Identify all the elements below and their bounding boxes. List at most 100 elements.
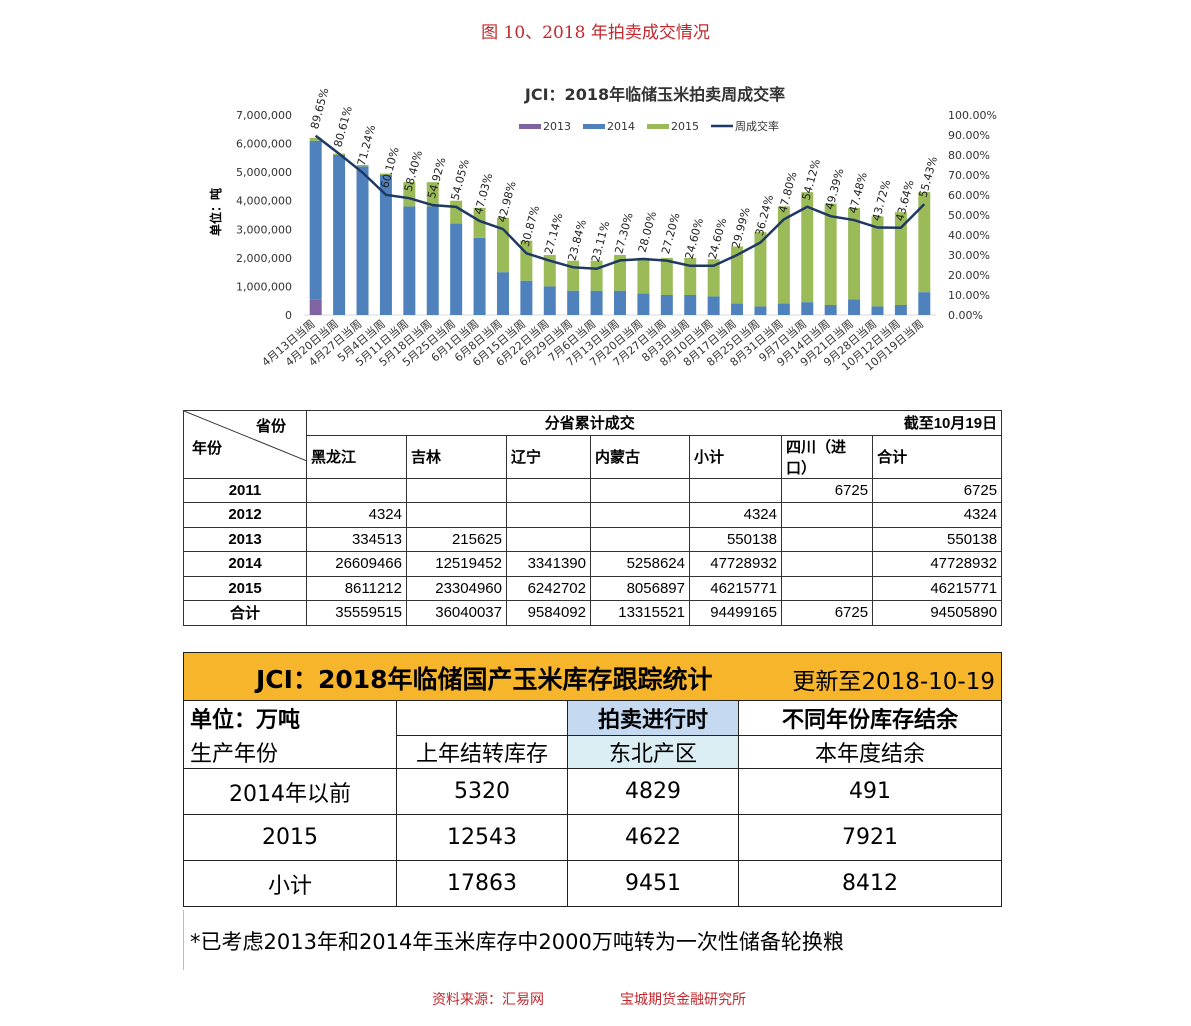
empty-cell — [306, 477, 407, 503]
corner-cell: 省份 年份 — [183, 410, 307, 479]
column-header: 东北产区 — [567, 735, 739, 769]
value-cell: 26609466 — [306, 551, 407, 577]
bar — [590, 290, 603, 315]
data-label: 23.11% — [589, 220, 612, 264]
bar — [403, 206, 416, 315]
y-axis-label: 单位：吨 — [208, 188, 223, 236]
bar — [918, 192, 931, 293]
data-label: 28.00% — [636, 210, 659, 254]
left-rule — [183, 910, 184, 970]
data-label: 27.20% — [659, 211, 682, 255]
year-cell: 2013 — [183, 526, 307, 552]
value-cell: 94499165 — [689, 600, 782, 626]
header-row: 省份 年份 分省累计成交 截至10月19日 — [183, 410, 1003, 479]
value-cell: 12543 — [396, 814, 568, 861]
row: 2014 26609466 12519452 3341390 5258624 477289… — [183, 551, 1003, 577]
value-cell: 4324 — [689, 502, 782, 528]
value-cell: 12519452 — [406, 551, 507, 577]
value-cell: 215625 — [406, 526, 507, 552]
institute: 宝城期货金融研究所 — [620, 992, 746, 1008]
empty-cell — [406, 477, 507, 503]
bar — [590, 260, 603, 291]
empty-cell — [506, 502, 591, 528]
bar — [848, 299, 861, 315]
label-cell: 2014年以前 — [183, 768, 397, 815]
value-cell: 8611212 — [306, 575, 407, 601]
empty-cell — [780, 575, 874, 601]
bar — [309, 299, 322, 315]
y2-tick-label: 50.00% — [948, 209, 990, 222]
data-label: 54.05% — [448, 158, 471, 202]
value-cell: 94505890 — [872, 600, 1003, 626]
y2-tick-label: 100.00% — [948, 109, 997, 122]
title-row: JCI：2018年临储国产玉米库存跟踪统计 更新至2018-10-19 — [183, 652, 1002, 701]
value-cell: 3341390 — [506, 551, 591, 577]
value-cell: 4324 — [306, 502, 407, 528]
y-tick-label: 6,000,000 — [236, 138, 292, 151]
bar — [731, 303, 744, 315]
value-cell: 6725 — [780, 600, 874, 626]
date-note: 截至10月19日 — [872, 410, 1003, 436]
note: *已考虑2013年和2014年玉米库存中2000万吨转为一次性储备轮换粮 — [190, 930, 844, 954]
data-label: 27.14% — [542, 212, 565, 256]
empty-cell — [406, 502, 507, 528]
value-cell: 5320 — [396, 768, 568, 815]
bar — [309, 137, 322, 141]
bar — [333, 155, 346, 315]
data-label: 71.24% — [355, 123, 378, 167]
bar — [801, 302, 814, 315]
value-cell: 47728932 — [872, 551, 1003, 577]
data-label: 47.48% — [846, 171, 869, 215]
data-label: 49.39% — [823, 167, 846, 211]
value-cell: 35559515 — [306, 600, 407, 626]
bar — [473, 207, 486, 238]
row: 小计 17863 9451 8412 — [183, 860, 1002, 907]
bar — [379, 175, 392, 315]
empty-cell — [689, 477, 782, 503]
data-label: 47.80% — [776, 170, 799, 214]
column-header: 合计 — [872, 434, 1003, 479]
row: 合计 35559515 36040037 9584092 13315521 9449916… — [183, 600, 1003, 626]
unit: 单位：万吨 — [183, 700, 397, 736]
year-cell: 2011 — [183, 477, 307, 503]
bar — [473, 237, 486, 315]
table-body: JCI：2018年临储国产玉米库存跟踪统计 更新至2018-10-19 单位：万… — [183, 652, 1002, 907]
data-label: 43.72% — [870, 178, 893, 222]
value-cell: 550138 — [872, 526, 1003, 552]
value-cell: 9584092 — [506, 600, 591, 626]
column-header: 黑龙江 — [306, 434, 407, 479]
empty-cell — [590, 477, 690, 503]
group1: 拍卖进行时 — [567, 700, 739, 736]
corner-top: 省份 — [255, 418, 286, 435]
column-header: 生产年份 — [183, 735, 397, 769]
y2-tick-label: 80.00% — [948, 149, 990, 162]
bar — [684, 295, 697, 315]
stock-table: JCI：2018年临储国产玉米库存跟踪统计 更新至2018-10-19 单位：万… — [183, 652, 1002, 907]
column-row: 生产年份 上年结转库存 东北产区 本年度结余 — [183, 735, 1002, 769]
legend-label: 周成交率 — [735, 119, 779, 133]
bar — [637, 257, 650, 294]
bar — [543, 286, 556, 315]
bar — [426, 206, 439, 315]
y2-tick-label: 90.00% — [948, 129, 990, 142]
year-cell: 2014 — [183, 551, 307, 577]
data-label: 54.92% — [425, 156, 448, 200]
y-tick-label: 2,000,000 — [236, 252, 292, 265]
bar — [848, 207, 861, 300]
empty-cell — [780, 551, 874, 577]
data-label: 89.65% — [308, 87, 331, 131]
bar — [356, 166, 369, 315]
bar — [754, 232, 767, 307]
column-header: 小计 — [689, 434, 782, 479]
empty-cell — [780, 502, 874, 528]
data-label: 55.43% — [917, 155, 940, 199]
bar — [450, 223, 463, 315]
value-cell: 5258624 — [590, 551, 690, 577]
y-tick-label: 7,000,000 — [236, 109, 292, 122]
value-cell: 17863 — [396, 860, 568, 907]
legend-swatch — [583, 124, 605, 129]
data-label: 60.10% — [378, 146, 401, 190]
value-cell: 4324 — [872, 502, 1003, 528]
data-label: 58.40% — [402, 149, 425, 193]
